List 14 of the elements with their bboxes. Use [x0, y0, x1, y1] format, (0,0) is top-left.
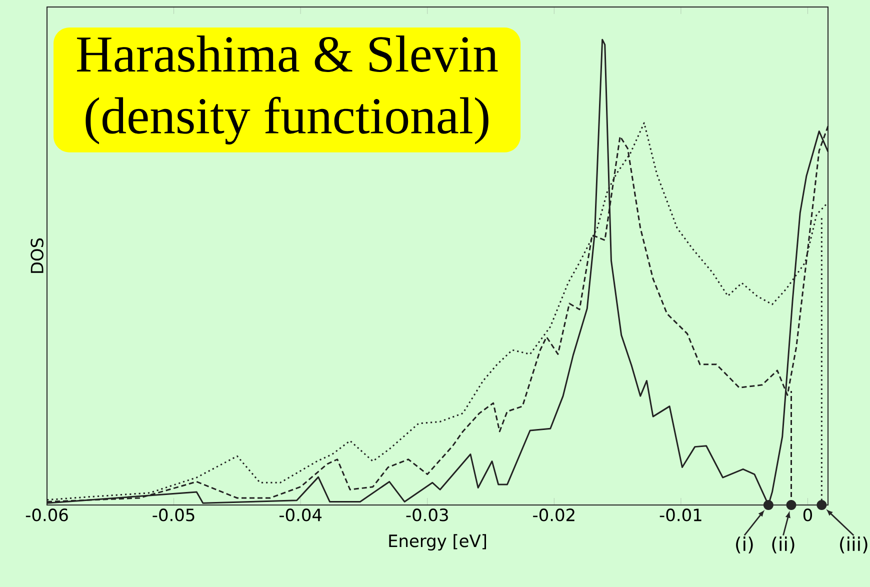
- chart-title: Harashima & Slevin: [77, 36, 498, 72]
- x-tick-label: -0.05: [152, 508, 194, 522]
- annotation: (iii): [840, 536, 868, 554]
- text: (density functional): [86, 96, 488, 144]
- x-tick-label: -0.04: [280, 508, 322, 522]
- x-tick-label: -0.03: [406, 508, 448, 522]
- x-axis-title: Energy [eV]: [389, 534, 486, 551]
- x-tick-label: -0.01: [660, 508, 702, 522]
- x-tick-label: 0: [803, 508, 812, 522]
- x-tick-label: -0.02: [533, 508, 574, 522]
- annotation: (i): [736, 536, 753, 554]
- y-axis-title: DOS: [30, 238, 44, 273]
- x-tick-label: -0.06: [26, 508, 68, 522]
- annotation: (ii): [772, 536, 794, 554]
